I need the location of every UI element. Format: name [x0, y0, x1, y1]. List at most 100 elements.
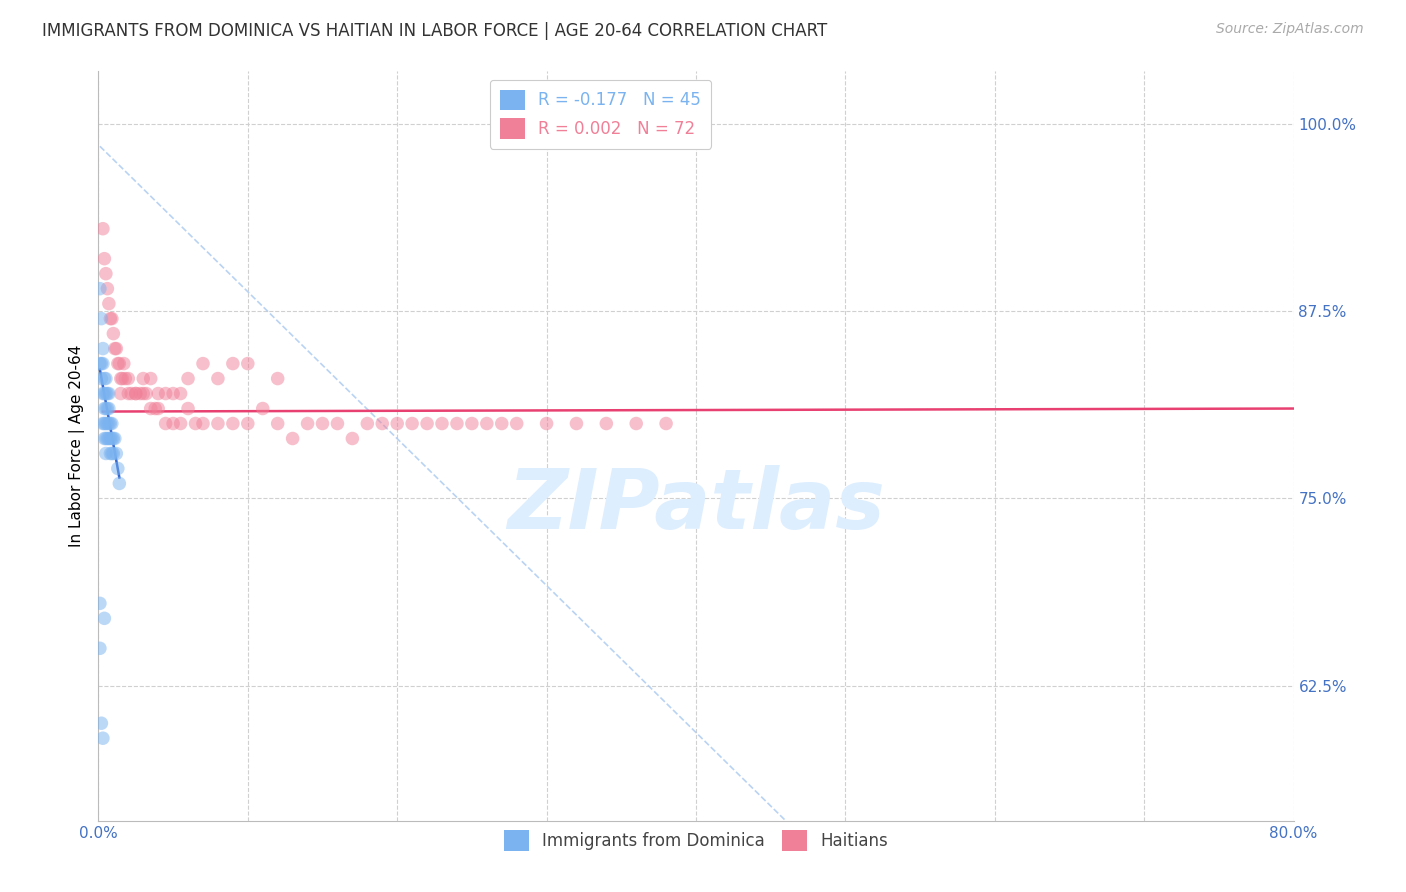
Point: [162, 417, 184, 431]
Point: [430, 417, 453, 431]
Point: [120, 386, 142, 401]
Point: [107, 357, 129, 371]
Point: [626, 417, 648, 431]
Point: [104, 432, 127, 446]
Point: [356, 417, 378, 431]
Point: [565, 417, 588, 431]
Point: [297, 417, 319, 431]
Point: [101, 417, 124, 431]
Point: [236, 417, 259, 431]
Point: [125, 386, 148, 401]
Point: [207, 417, 229, 431]
Point: [155, 386, 177, 401]
Point: [110, 371, 132, 385]
Point: [371, 417, 394, 431]
Point: [191, 417, 214, 431]
Point: [97, 417, 120, 431]
Point: [461, 417, 484, 431]
Point: [97, 386, 120, 401]
Point: [132, 386, 155, 401]
Point: [107, 461, 129, 475]
Point: [93, 401, 115, 416]
Point: [117, 371, 139, 385]
Point: [90, 716, 112, 731]
Point: [101, 311, 124, 326]
Point: [91, 357, 114, 371]
Point: [97, 432, 120, 446]
Point: [595, 417, 617, 431]
Point: [96, 401, 118, 416]
Point: [111, 371, 134, 385]
Point: [326, 417, 349, 431]
Point: [207, 371, 229, 385]
Point: [110, 386, 132, 401]
Point: [446, 417, 468, 431]
Point: [105, 446, 128, 460]
Point: [98, 417, 122, 431]
Point: [89, 641, 111, 656]
Point: [177, 371, 200, 385]
Point: [103, 326, 125, 341]
Point: [93, 252, 115, 266]
Point: [94, 417, 117, 431]
Point: [342, 432, 364, 446]
Point: [311, 417, 333, 431]
Point: [169, 417, 191, 431]
Point: [90, 311, 112, 326]
Point: [101, 432, 124, 446]
Point: [94, 446, 117, 460]
Point: [96, 432, 118, 446]
Text: ZIPatlas: ZIPatlas: [508, 466, 884, 547]
Point: [103, 432, 125, 446]
Point: [94, 371, 117, 385]
Point: [177, 401, 200, 416]
Point: [114, 371, 136, 385]
Point: [108, 476, 131, 491]
Point: [267, 371, 290, 385]
Point: [132, 371, 155, 385]
Point: [93, 611, 115, 625]
Point: [93, 417, 115, 431]
Point: [148, 386, 170, 401]
Point: [91, 221, 114, 235]
Point: [401, 417, 423, 431]
Point: [148, 401, 170, 416]
Point: [281, 432, 304, 446]
Point: [222, 357, 245, 371]
Point: [222, 417, 245, 431]
Text: IMMIGRANTS FROM DOMINICA VS HAITIAN IN LABOR FORCE | AGE 20-64 CORRELATION CHART: IMMIGRANTS FROM DOMINICA VS HAITIAN IN L…: [42, 22, 827, 40]
Point: [98, 432, 122, 446]
Point: [93, 386, 115, 401]
Legend: Immigrants from Dominica, Haitians: Immigrants from Dominica, Haitians: [498, 823, 894, 857]
Point: [143, 401, 166, 416]
Point: [108, 357, 131, 371]
Point: [94, 401, 117, 416]
Point: [236, 357, 259, 371]
Point: [129, 386, 152, 401]
Point: [105, 342, 128, 356]
Point: [97, 296, 120, 310]
Point: [267, 417, 290, 431]
Point: [191, 357, 214, 371]
Point: [101, 446, 124, 460]
Point: [96, 417, 118, 431]
Point: [169, 386, 191, 401]
Point: [139, 371, 162, 385]
Point: [97, 401, 120, 416]
Text: Source: ZipAtlas.com: Source: ZipAtlas.com: [1216, 22, 1364, 37]
Point: [475, 417, 498, 431]
Point: [416, 417, 439, 431]
Point: [98, 446, 122, 460]
Point: [139, 401, 162, 416]
Point: [89, 282, 111, 296]
Point: [98, 311, 122, 326]
Point: [491, 417, 513, 431]
Point: [385, 417, 409, 431]
Point: [135, 386, 157, 401]
Point: [93, 371, 115, 385]
Point: [252, 401, 274, 416]
Y-axis label: In Labor Force | Age 20-64: In Labor Force | Age 20-64: [69, 345, 84, 547]
Point: [117, 386, 139, 401]
Point: [104, 342, 127, 356]
Point: [184, 417, 207, 431]
